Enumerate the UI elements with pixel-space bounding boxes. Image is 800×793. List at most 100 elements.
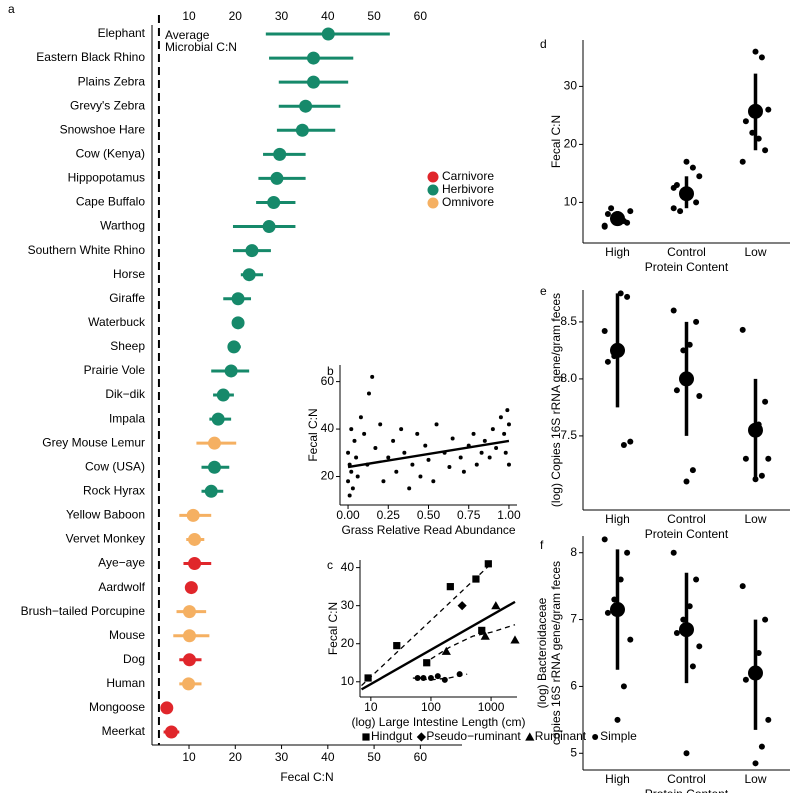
mean-point — [204, 484, 218, 498]
category-label: Snowshoe Hare — [60, 122, 146, 136]
point — [472, 575, 480, 583]
point — [415, 431, 420, 436]
y-tick-label: 40 — [321, 421, 335, 435]
point — [352, 438, 357, 443]
legend-label: Hindgut — [371, 729, 413, 743]
mean-point — [610, 211, 625, 227]
y-axis-title: copies 16S rRNA gene/gram feces — [549, 561, 563, 745]
y-tick-label: 7 — [570, 612, 577, 626]
point — [758, 743, 765, 750]
point — [739, 326, 746, 333]
x-tick-label: 10 — [182, 750, 196, 764]
x-tick-label: Control — [667, 245, 706, 259]
category-label: Cape Buffalo — [76, 195, 145, 209]
point — [381, 479, 386, 484]
point — [478, 626, 486, 635]
mean-point — [182, 605, 196, 619]
point — [418, 474, 423, 479]
x-tick-label: 40 — [321, 750, 335, 764]
point — [447, 465, 452, 470]
x-tick-label: 1.00 — [497, 508, 521, 522]
point — [480, 631, 490, 640]
point — [506, 422, 511, 427]
point — [673, 387, 680, 394]
x-tick-label-top: 20 — [229, 9, 243, 23]
point — [426, 457, 431, 462]
point — [696, 643, 703, 650]
category-label: Grey Mouse Lemur — [42, 435, 145, 449]
point — [350, 486, 355, 491]
legend-swatch — [427, 197, 439, 209]
mean-point — [182, 629, 196, 643]
point — [402, 450, 407, 455]
point — [431, 479, 436, 484]
y-tick-label: 40 — [341, 560, 355, 574]
mean-point — [270, 171, 284, 185]
point — [696, 393, 703, 400]
point — [346, 479, 351, 484]
category-label: Warthog — [100, 219, 145, 233]
point — [601, 536, 608, 543]
point — [739, 583, 746, 590]
x-axis-title: Fecal C:N — [280, 770, 333, 784]
x-tick-label: 0.75 — [457, 508, 481, 522]
mean-point — [184, 581, 198, 595]
category-label: Human — [106, 676, 145, 690]
mean-point — [610, 342, 625, 358]
x-tick-label: 60 — [414, 750, 428, 764]
y-tick-label: 20 — [564, 137, 578, 151]
category-label: Giraffe — [109, 291, 145, 305]
point — [670, 205, 677, 212]
mean-point — [679, 371, 694, 387]
x-tick-label-top: 60 — [414, 9, 428, 23]
y-axis-title: Fecal C:N — [306, 408, 320, 461]
point — [456, 671, 463, 678]
x-tick-label: 0.00 — [336, 508, 360, 522]
category-label: Southern White Rhino — [28, 243, 146, 257]
mean-point — [182, 677, 196, 691]
category-label: Rock Hyrax — [83, 483, 145, 497]
point — [458, 455, 463, 460]
point — [683, 750, 690, 757]
point — [604, 358, 611, 365]
point — [498, 415, 503, 420]
category-label: Brush−tailed Porcupine — [21, 604, 146, 618]
point — [510, 635, 520, 644]
trend-line — [360, 600, 516, 691]
point — [490, 427, 495, 432]
y-tick-label: 30 — [341, 598, 355, 612]
mean-point — [610, 602, 625, 618]
point — [373, 446, 378, 451]
point — [693, 199, 700, 206]
mean-point — [188, 557, 202, 571]
category-label: Yellow Baboon — [66, 508, 145, 522]
legend-swatch — [427, 184, 439, 196]
category-label: Plains Zebra — [78, 74, 146, 88]
point — [608, 205, 615, 212]
point — [355, 474, 360, 479]
legend-label: Herbivore — [442, 182, 494, 196]
x-tick-label-top: 40 — [321, 9, 335, 23]
x-tick-label-top: 10 — [182, 9, 196, 23]
x-tick-label: 20 — [229, 750, 243, 764]
mean-point — [295, 123, 309, 137]
point — [762, 398, 769, 405]
mean-point — [227, 340, 241, 354]
y-tick-label: 8.0 — [560, 371, 577, 385]
panel-label: e — [540, 284, 547, 298]
point — [762, 147, 769, 154]
point — [758, 54, 765, 61]
point — [347, 493, 352, 498]
point — [614, 716, 621, 723]
point — [742, 118, 749, 125]
point — [364, 674, 372, 682]
x-tick-label: 30 — [275, 750, 289, 764]
point — [752, 48, 759, 55]
point — [627, 438, 634, 445]
point — [394, 469, 399, 474]
point — [386, 455, 391, 460]
category-label: Prairie Vole — [84, 363, 146, 377]
mean-point — [267, 195, 281, 209]
point — [407, 486, 412, 491]
mean-point — [188, 532, 202, 546]
